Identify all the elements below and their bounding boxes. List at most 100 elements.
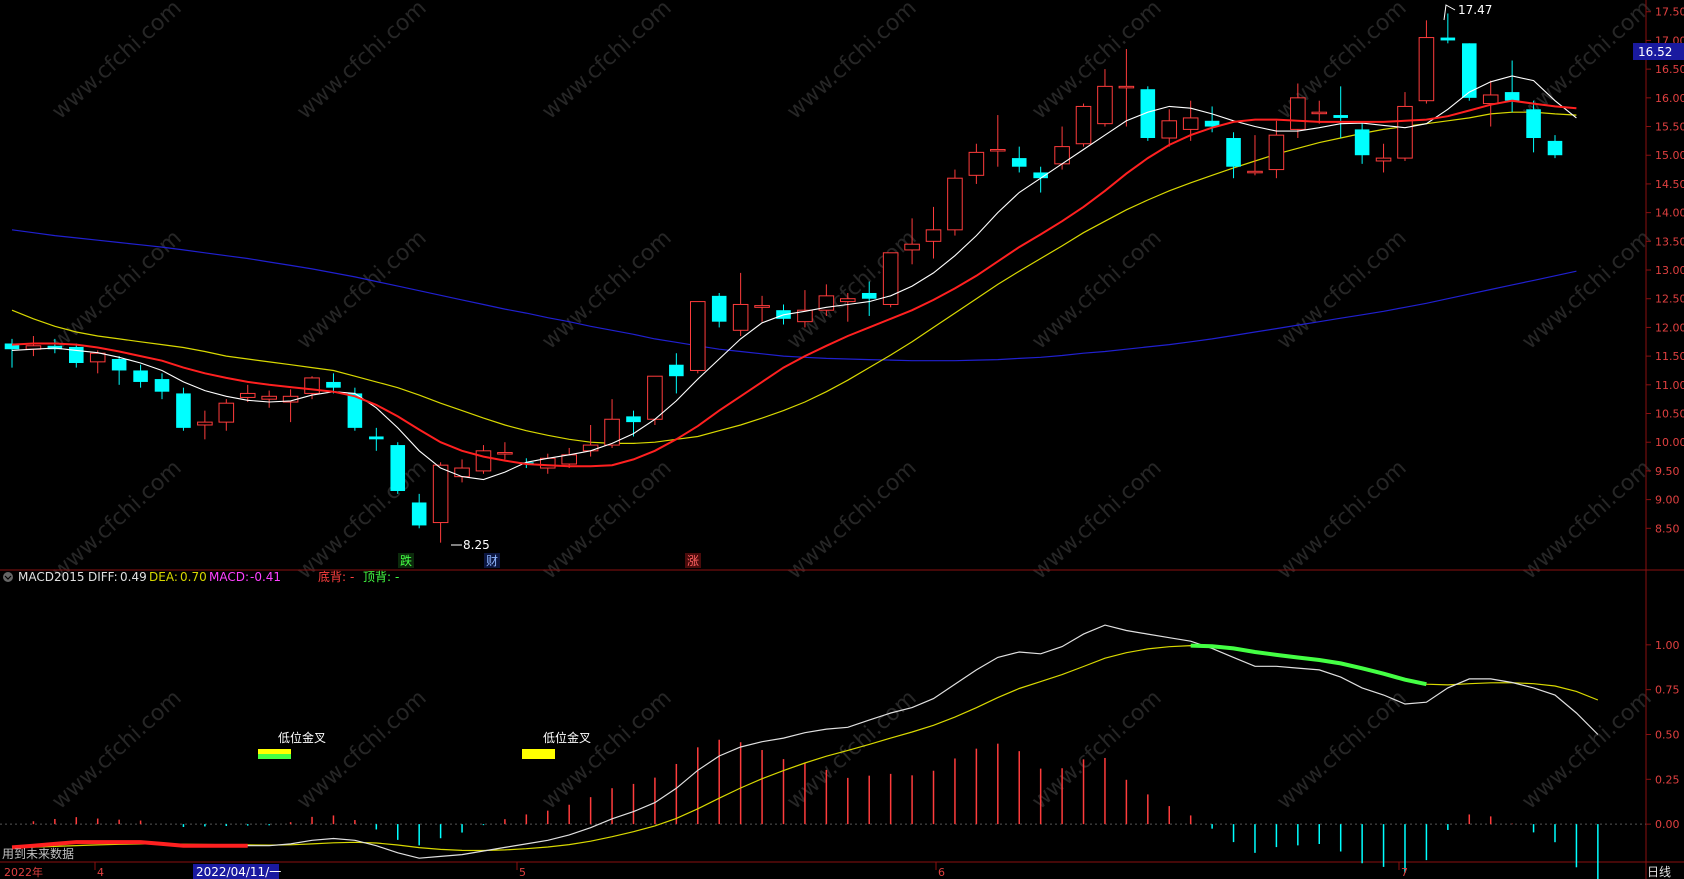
watermark-text: www.cfchi.com xyxy=(47,686,186,815)
rise-marker-box[interactable] xyxy=(685,553,701,568)
golden-cross-bar-1 xyxy=(258,749,291,754)
finance-marker[interactable]: 财 xyxy=(486,554,498,568)
month-4-label: 4 xyxy=(97,866,104,879)
future-data-note: 用到未来数据 xyxy=(2,846,74,861)
candle-body xyxy=(1290,97,1306,130)
candle xyxy=(176,387,191,431)
period-label[interactable]: 日线 xyxy=(1647,865,1671,879)
candle xyxy=(432,462,449,543)
candle-body xyxy=(154,379,170,392)
candle xyxy=(1097,69,1113,127)
candle-body xyxy=(411,502,427,526)
price-tick-label: 10.00 xyxy=(1655,436,1684,449)
candle xyxy=(25,336,42,357)
price-tick-label: 9.50 xyxy=(1655,465,1680,478)
candle xyxy=(304,376,320,400)
candle xyxy=(754,295,770,322)
rise-marker[interactable]: 涨 xyxy=(687,553,699,568)
candle xyxy=(218,399,235,431)
candle xyxy=(539,453,556,474)
macd-tick-label: 0.00 xyxy=(1655,818,1680,831)
candle xyxy=(1333,86,1348,139)
candle-body xyxy=(1547,140,1563,156)
low-price-label: 8.25 xyxy=(463,538,490,552)
ma-long-line xyxy=(11,229,1577,362)
price-tick-label: 16.00 xyxy=(1655,92,1684,105)
candle-body xyxy=(1075,105,1092,145)
candle-body xyxy=(561,454,577,465)
watermark-text: www.cfchi.com xyxy=(1027,456,1166,585)
candle xyxy=(1440,13,1456,44)
bottom-divergence-label: 底背: xyxy=(318,569,346,584)
price-tick-label: 9.00 xyxy=(1655,494,1680,507)
candle-body xyxy=(1504,92,1520,101)
candle xyxy=(1054,126,1070,170)
candle xyxy=(475,445,492,474)
watermark-text: www.cfchi.com xyxy=(1272,226,1411,355)
candle xyxy=(1075,103,1092,147)
watermark-text: www.cfchi.com xyxy=(537,686,676,815)
watermark-text: www.cfchi.com xyxy=(782,0,921,124)
price-tick-label: 8.50 xyxy=(1655,522,1680,535)
candle-body xyxy=(432,464,449,524)
candle xyxy=(1011,146,1027,173)
finance-marker-box[interactable] xyxy=(484,553,500,568)
candle xyxy=(154,373,170,400)
macd-axis: 1.00 0.75 0.50 0.25 0.00 xyxy=(0,639,1680,831)
candle xyxy=(390,442,406,494)
candle xyxy=(1226,132,1241,179)
candle-body xyxy=(1161,120,1178,139)
candle xyxy=(689,301,706,374)
candle-body xyxy=(947,177,963,231)
indicator-name[interactable]: MACD2015 xyxy=(18,570,85,584)
diff-low-highlight xyxy=(11,840,248,850)
candle xyxy=(797,290,813,328)
macd-histogram xyxy=(32,739,1599,879)
watermark-text: www.cfchi.com xyxy=(537,456,676,585)
candlestick-series xyxy=(4,13,1563,543)
dea-label: DEA: xyxy=(149,570,178,584)
candle xyxy=(1354,123,1370,164)
candle-body xyxy=(1054,146,1070,165)
indicator-menu-icon[interactable] xyxy=(3,572,13,582)
candle xyxy=(1547,135,1563,159)
candle xyxy=(1482,80,1499,127)
candle xyxy=(4,338,20,368)
candle-body xyxy=(218,402,235,423)
watermark-text: www.cfchi.com xyxy=(47,0,186,124)
candle-body xyxy=(1268,134,1285,171)
chevron-down-icon xyxy=(4,575,12,580)
top-divergence-label: 顶背: xyxy=(363,570,391,584)
bottom-divergence-value: - xyxy=(350,570,354,584)
macd-value: -0.41 xyxy=(250,570,281,584)
candle-body xyxy=(797,309,813,323)
candle-body xyxy=(1461,43,1477,98)
month-7-label: 7 xyxy=(1401,866,1408,879)
candle-body xyxy=(497,452,513,455)
macd-label: MACD: xyxy=(209,570,249,584)
candle xyxy=(1526,100,1541,153)
candle xyxy=(925,206,942,259)
dea-value: 0.70 xyxy=(180,570,207,584)
candle-body xyxy=(390,445,406,491)
candle-body xyxy=(732,303,749,331)
ma-fast-line xyxy=(11,75,1577,481)
price-tick-label: 15.50 xyxy=(1655,121,1684,134)
candle xyxy=(261,390,277,408)
candle xyxy=(1247,135,1263,176)
candle-body xyxy=(1482,94,1499,105)
fall-marker[interactable]: 跌 xyxy=(400,553,412,568)
price-tick-label: 14.50 xyxy=(1655,178,1684,191)
candle-body xyxy=(990,148,1006,152)
price-tick-label: 16.50 xyxy=(1655,63,1684,76)
golden-cross-label-2: 低位金叉 xyxy=(543,730,591,745)
candle-body xyxy=(89,352,106,363)
price-tick-label: 17.50 xyxy=(1655,6,1684,19)
candle-body xyxy=(261,395,277,400)
price-axis: 17.5017.0016.5016.0015.5015.0014.5014.00… xyxy=(1646,6,1684,535)
candle xyxy=(69,343,84,368)
diff-label: DIFF: xyxy=(88,570,118,584)
candle-body xyxy=(925,229,942,242)
fall-marker-box[interactable] xyxy=(398,553,414,568)
